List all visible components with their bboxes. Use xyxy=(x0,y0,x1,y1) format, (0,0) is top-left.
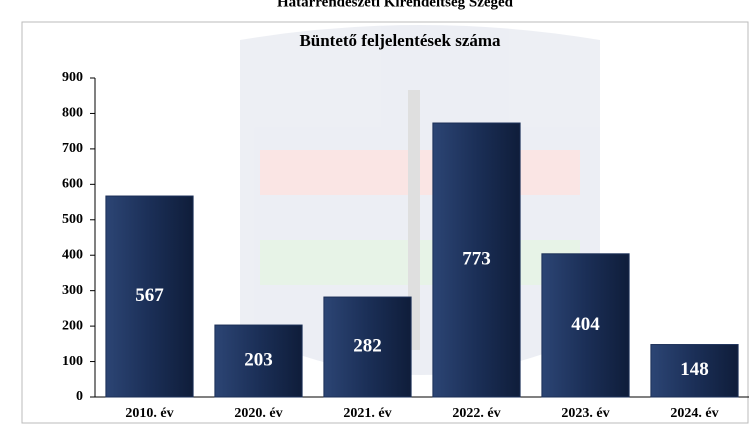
y-tick-label: 900 xyxy=(62,70,83,85)
bar xyxy=(541,253,630,398)
y-tick-label: 300 xyxy=(62,283,83,298)
data-label: 773 xyxy=(462,248,491,269)
y-tick-label: 400 xyxy=(62,247,83,262)
x-tick-label: 2024. év xyxy=(670,406,718,421)
x-tick-label: 2010. év xyxy=(125,406,173,421)
bar xyxy=(323,296,412,398)
x-tick-label: 2022. év xyxy=(452,406,500,421)
data-label: 567 xyxy=(135,285,164,306)
x-tick-label: 2023. év xyxy=(561,406,609,421)
data-label: 148 xyxy=(680,359,709,380)
bar xyxy=(214,324,303,398)
bar xyxy=(105,195,194,398)
y-tick-label: 500 xyxy=(62,212,83,227)
y-tick-label: 200 xyxy=(62,318,83,333)
y-tick-label: 600 xyxy=(62,177,83,192)
y-tick-label: 0 xyxy=(76,389,83,404)
bar xyxy=(650,344,739,398)
y-tick-label: 800 xyxy=(62,106,83,121)
y-tick-label: 700 xyxy=(62,141,83,156)
data-label: 203 xyxy=(244,349,273,370)
x-tick-label: 2020. év xyxy=(234,406,282,421)
x-tick-label: 2021. év xyxy=(343,406,391,421)
data-label: 404 xyxy=(571,314,600,335)
bar xyxy=(432,122,521,398)
y-tick-label: 100 xyxy=(62,354,83,369)
page-header: Határrendészeti Kirendeltség Szeged xyxy=(277,0,514,10)
data-label: 282 xyxy=(353,335,382,356)
chart-title: Büntető feljelentések száma xyxy=(299,31,501,50)
